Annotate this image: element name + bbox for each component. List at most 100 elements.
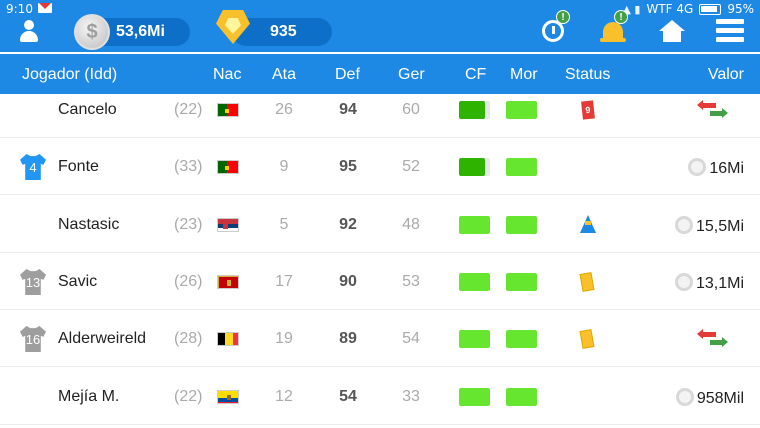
player-row[interactable]: Cancelo (22) 26 94 60 9: [0, 81, 760, 138]
stat-ger: 33: [402, 388, 420, 405]
coin-icon: $: [74, 14, 110, 50]
stat-ger: 48: [402, 216, 420, 233]
app-top-bar: 53,6Mi $ 935 ! !: [0, 10, 760, 52]
coin-icon: [674, 216, 693, 234]
header-cf[interactable]: CF: [465, 66, 487, 83]
stat-def: 92: [339, 216, 357, 233]
menu-icon[interactable]: [714, 18, 746, 48]
battery-icon: [699, 3, 722, 15]
header-jogador[interactable]: Jogador (Idd): [22, 66, 118, 83]
header-nac[interactable]: Nac: [213, 66, 242, 83]
cf-bar: [459, 330, 490, 348]
stat-def: 90: [339, 273, 357, 290]
player-value: 16Mi: [688, 158, 744, 178]
player-value: 958Mil: [675, 388, 744, 408]
player-value-text: 958Mil: [696, 390, 744, 407]
stat-ger: 54: [402, 330, 420, 347]
flag-icon-belgium: [217, 332, 239, 346]
header-ata[interactable]: Ata: [272, 66, 297, 83]
stat-ata: 17: [275, 273, 293, 290]
training-cone-icon: [580, 215, 596, 233]
header-status[interactable]: Status: [565, 66, 611, 83]
bell-badge: !: [614, 10, 628, 24]
player-row[interactable]: Mejía M. (22) 12 54 33 958Mil: [0, 368, 760, 425]
player-row[interactable]: 4 Fonte (33) 9 95 52 16Mi: [0, 138, 760, 195]
player-value-text: 16Mi: [709, 160, 744, 177]
player-age: (26): [174, 273, 203, 290]
cf-bar: [459, 388, 490, 406]
player-age: (28): [174, 330, 203, 347]
stat-ata: 9: [279, 158, 289, 175]
header-valor[interactable]: Valor: [707, 66, 744, 83]
flag-icon-portugal: [217, 103, 239, 117]
stat-def: 54: [339, 388, 357, 405]
bell-icon[interactable]: !: [598, 10, 630, 48]
flag-icon-portugal: [217, 160, 239, 174]
mor-bar: [506, 101, 537, 119]
player-name: Savic: [58, 273, 98, 290]
gem-icon: [214, 8, 254, 50]
carrier-label: WTF 4G: [646, 2, 694, 16]
player-row[interactable]: 13 Savic (26) 17 90 53 13,1Mi: [0, 253, 760, 310]
stat-def: 95: [339, 158, 357, 175]
shirt-number-icon: 4: [20, 154, 46, 180]
mor-bar: [506, 216, 537, 234]
user-profile-icon[interactable]: [18, 20, 40, 44]
stat-ger: 53: [402, 273, 420, 290]
red-card-icon: 9: [581, 100, 595, 120]
player-value-text: 15,5Mi: [695, 218, 744, 235]
system-status-bar: 9:10 ▲ ▮ WTF 4G 95%: [0, 0, 760, 18]
transfer-icon[interactable]: [697, 329, 728, 348]
transfer-icon[interactable]: [697, 100, 728, 119]
shirt-number-icon: 13: [20, 269, 46, 295]
clock-badge: !: [556, 10, 570, 24]
player-age: (23): [174, 216, 203, 233]
stat-ger: 60: [402, 101, 420, 118]
player-name: Alderweireld: [58, 330, 147, 347]
mor-bar: [506, 273, 537, 291]
player-row[interactable]: Nastasic (23) 5 92 48 15,5Mi: [0, 196, 760, 253]
player-name: Nastasic: [58, 216, 120, 233]
signal-icon: ▲ ▮: [622, 2, 641, 16]
mor-bar: [506, 158, 537, 176]
mor-bar: [506, 330, 537, 348]
stat-def: 94: [339, 101, 357, 118]
stat-ger: 52: [402, 158, 420, 175]
stat-ata: 26: [275, 101, 293, 118]
header-mor[interactable]: Mor: [510, 66, 538, 83]
player-value: 15,5Mi: [674, 216, 744, 236]
yellow-card-icon: [579, 272, 595, 292]
header-def[interactable]: Def: [335, 66, 360, 83]
player-name: Fonte: [58, 158, 99, 175]
shirt-number-icon: 16: [20, 326, 46, 352]
table-header: Jogador (Idd) Nac Ata Def Ger CF Mor Sta…: [0, 54, 760, 94]
home-icon[interactable]: [656, 18, 688, 48]
stat-def: 89: [339, 330, 357, 347]
player-age: (22): [174, 101, 203, 118]
stat-ata: 5: [279, 216, 289, 233]
player-age: (22): [174, 388, 203, 405]
flag-icon-ecuador: [217, 390, 239, 404]
player-value-text: 13,1Mi: [695, 275, 744, 292]
coin-icon: [675, 388, 694, 406]
player-row[interactable]: 16 Alderweireld (28) 19 89 54: [0, 310, 760, 367]
status-time: 9:10: [6, 2, 33, 16]
flag-icon-serbia: [217, 218, 239, 232]
clock-icon[interactable]: !: [538, 10, 570, 48]
cf-bar: [459, 216, 490, 234]
stat-ata: 19: [275, 330, 293, 347]
gmail-icon: [38, 3, 52, 13]
flag-icon-montenegro: [217, 275, 239, 289]
stat-ata: 12: [275, 388, 293, 405]
battery-level: 95%: [727, 2, 754, 16]
cf-bar: [459, 158, 490, 176]
cf-bar: [459, 273, 490, 291]
coin-icon: [674, 273, 693, 291]
player-name: Cancelo: [58, 101, 117, 118]
cf-bar: [459, 101, 490, 119]
coin-icon: [688, 158, 707, 176]
player-value: 13,1Mi: [674, 273, 744, 293]
player-name: Mejía M.: [58, 388, 120, 405]
header-ger[interactable]: Ger: [398, 66, 425, 83]
